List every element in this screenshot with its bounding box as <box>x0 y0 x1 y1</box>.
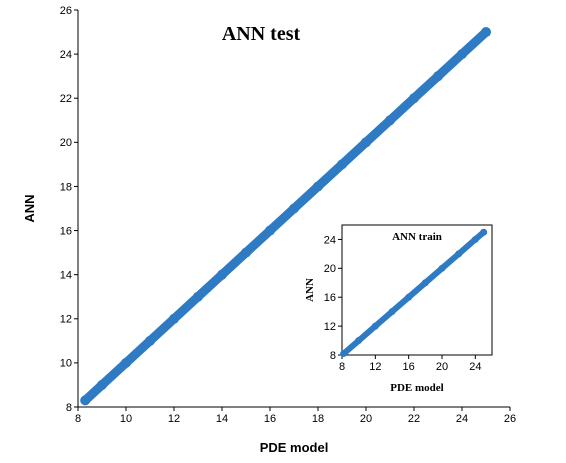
main-data-point <box>121 357 131 368</box>
main-y-axis-label: ANN <box>22 194 37 222</box>
inset-y-tick-label: 24 <box>324 234 336 246</box>
main-y-tick-label: 8 <box>66 402 72 414</box>
main-y-tick-label: 18 <box>60 181 72 193</box>
main-x-tick-label: 12 <box>168 413 180 425</box>
main-data-point <box>409 93 419 104</box>
inset-x-tick-label: 20 <box>436 361 448 373</box>
inset-data-point <box>455 250 463 258</box>
inset-data-point <box>438 264 446 272</box>
inset-data-point <box>355 337 363 345</box>
main-data-point <box>217 269 227 280</box>
main-x-tick-label: 20 <box>360 413 372 425</box>
main-x-tick-label: 18 <box>312 413 324 425</box>
main-x-tick-label: 8 <box>75 413 81 425</box>
inset-y-tick-label: 20 <box>324 263 336 275</box>
main-data-point <box>289 203 299 214</box>
main-plot: 8 10 12 14 16 18 20 22 24 26 8 10 12 14 16 18 20 22 24 26 AN… <box>22 5 516 455</box>
inset-x-axis-label: PDE model <box>390 382 443 394</box>
inset-y-axis-label: ANN <box>304 278 316 302</box>
main-data-point <box>241 247 251 258</box>
main-data-point <box>265 225 275 236</box>
main-data-point <box>361 137 371 148</box>
main-data-point <box>97 379 107 390</box>
inset-x-tick-label: 8 <box>339 361 345 373</box>
inset-y-tick-label: 8 <box>330 350 336 362</box>
main-title: ANN test <box>222 23 301 45</box>
inset-data-point <box>480 228 488 236</box>
main-series-band <box>80 27 491 405</box>
inset-data-point <box>421 279 429 287</box>
main-y-tick-label: 10 <box>60 358 72 370</box>
main-data-point <box>433 71 443 82</box>
inset-plot: 8 12 16 20 24 8 12 16 20 24 ANN train PDE model ANN <box>304 224 493 394</box>
inset-data-point <box>388 308 396 316</box>
main-x-tick-label: 22 <box>408 413 420 425</box>
main-x-axis-label: PDE model <box>260 440 329 455</box>
main-y-tick-label: 16 <box>60 225 72 237</box>
inset-x-tick-label: 16 <box>403 361 415 373</box>
main-data-point <box>457 49 467 60</box>
main-data-point <box>313 181 323 192</box>
main-y-tick-label: 14 <box>60 270 72 282</box>
main-data-point <box>385 115 395 126</box>
inset-title: ANN train <box>392 231 442 243</box>
main-data-point <box>337 159 347 170</box>
inset-data-point <box>371 322 379 330</box>
main-x-tick-label: 24 <box>456 413 468 425</box>
inset-x-tick-label: 24 <box>469 361 481 373</box>
main-y-tick-label: 22 <box>60 93 72 105</box>
main-data-point <box>169 313 179 324</box>
main-data-point <box>80 395 91 406</box>
inset-data-point <box>405 293 413 301</box>
inset-x-tick-label: 12 <box>369 361 381 373</box>
main-y-tick-label: 26 <box>60 5 72 17</box>
main-x-tick-label: 10 <box>120 413 132 425</box>
main-data-point <box>145 335 155 346</box>
main-x-tick-label: 26 <box>504 413 516 425</box>
main-data-point <box>481 27 491 38</box>
main-y-tick-label: 20 <box>60 137 72 149</box>
main-data-point <box>193 291 203 302</box>
main-x-tick-label: 14 <box>216 413 228 425</box>
inset-data-point <box>340 350 348 358</box>
main-x-tick-label: 16 <box>264 413 276 425</box>
inset-data-point <box>471 235 479 243</box>
main-y-tick-label: 12 <box>60 314 72 326</box>
main-y-tick-label: 24 <box>60 49 72 61</box>
inset-y-tick-label: 12 <box>324 321 336 333</box>
inset-y-tick-label: 16 <box>324 292 336 304</box>
inset-series-band <box>340 229 487 357</box>
